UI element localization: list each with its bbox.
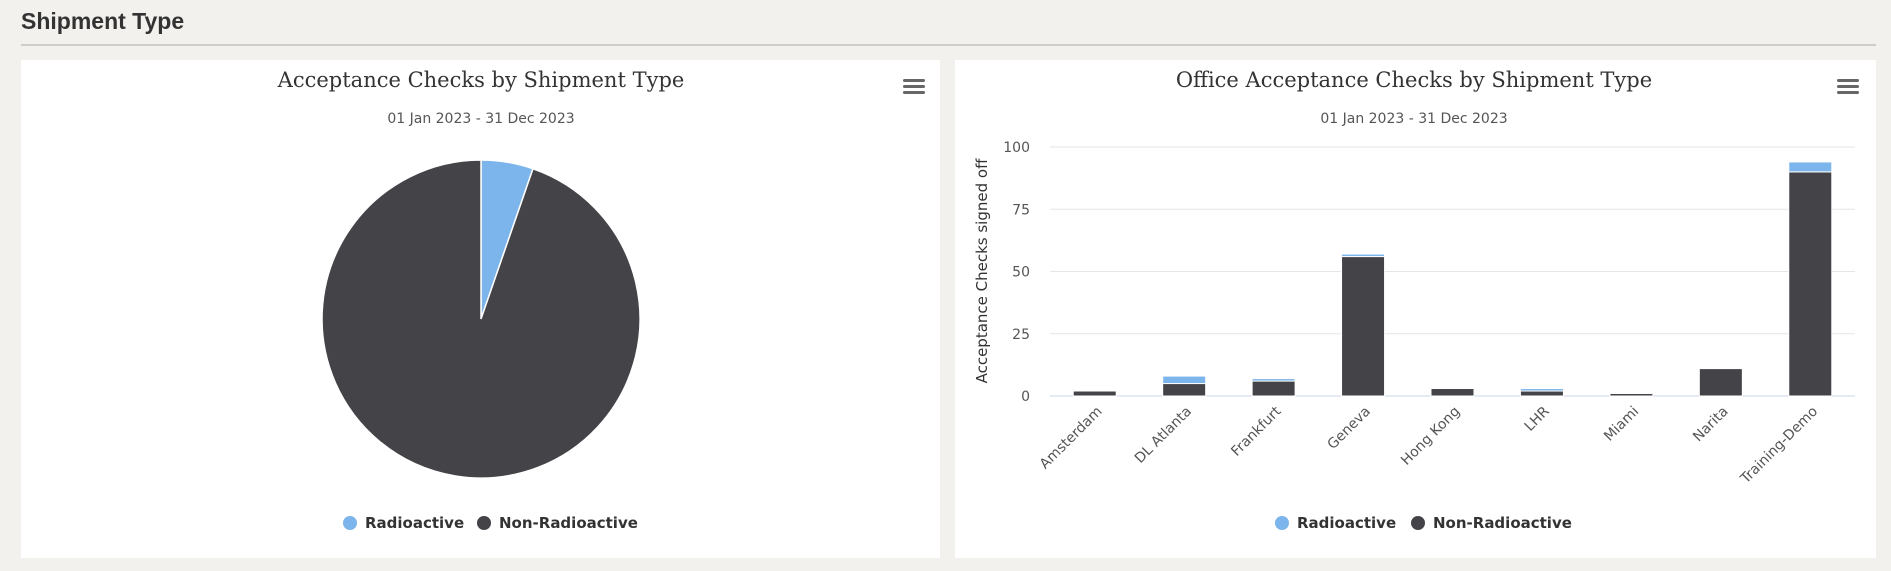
pie-chart: Acceptance Checks by Shipment Type 01 Ja… (277, 68, 925, 532)
bar-non-radioactive-frankfurt[interactable] (1251, 380, 1296, 397)
section-divider (21, 44, 1876, 46)
bar-legend: Radioactive Non-Radioactive (1275, 514, 1572, 532)
bar-radioactive-geneva[interactable] (1341, 253, 1386, 258)
legend-item-non-radioactive[interactable]: Non-Radioactive (477, 514, 638, 532)
pie-chart-panel: Acceptance Checks by Shipment Type 01 Ja… (21, 60, 940, 558)
x-tick-label: Miami (1601, 404, 1642, 445)
chart-subtitle: 01 Jan 2023 - 31 Dec 2023 (1320, 111, 1507, 127)
hamburger-menu-icon (1837, 79, 1859, 94)
bar-non-radioactive-geneva[interactable] (1341, 256, 1386, 397)
y-tick-label: 75 (1012, 202, 1030, 218)
x-tick-label: Hong Kong (1398, 404, 1463, 469)
legend-item-radioactive[interactable]: Radioactive (343, 514, 464, 532)
x-tick-labels: Amsterdam DL Atlanta Frankfurt Geneva Hong K… (1037, 403, 1821, 487)
chart-menu-button[interactable] (1837, 79, 1859, 94)
bar-radioactive-dl-atlanta[interactable] (1162, 375, 1207, 385)
x-tick-label: Narita (1690, 404, 1732, 446)
bar-non-radioactive-narita[interactable] (1698, 368, 1743, 397)
y-tick-label: 100 (1003, 140, 1030, 156)
bar-non-radioactive-hong-kong[interactable] (1430, 388, 1475, 397)
legend-label: Non-Radioactive (499, 514, 638, 532)
bar-chart: Office Acceptance Checks by Shipment Typ… (973, 68, 1859, 532)
section-title: Shipment Type (21, 8, 185, 34)
bar-non-radioactive-miami[interactable] (1609, 393, 1654, 397)
y-tick-labels: 0 25 50 75 100 (1003, 140, 1030, 405)
bar-radioactive-frankfurt[interactable] (1251, 378, 1296, 382)
x-tick-label: LHR (1522, 403, 1553, 434)
legend-item-radioactive[interactable]: Radioactive (1275, 514, 1396, 532)
x-tick-label: Amsterdam (1037, 404, 1106, 473)
bar-non-radioactive-training-demo[interactable] (1788, 171, 1833, 397)
y-axis-label: Acceptance Checks signed off (973, 158, 991, 383)
y-gridlines (1050, 146, 1855, 397)
hamburger-menu-icon (903, 79, 925, 94)
y-tick-label: 50 (1012, 265, 1030, 281)
x-tick-label: Training-Demo (1737, 404, 1821, 488)
y-tick-label: 25 (1012, 327, 1030, 343)
bar-non-radioactive-amsterdam[interactable] (1072, 390, 1117, 397)
legend-label: Radioactive (1297, 514, 1396, 532)
bar-non-radioactive-dl-atlanta[interactable] (1162, 383, 1207, 397)
chart-title: Acceptance Checks by Shipment Type (277, 68, 685, 92)
bar-non-radioactive-lhr[interactable] (1519, 390, 1564, 397)
pie-plot (321, 159, 641, 479)
pie-slice-non-radioactive[interactable] (321, 159, 641, 479)
x-tick-label: Geneva (1325, 404, 1374, 453)
x-tick-label: DL Atlanta (1132, 404, 1195, 467)
chart-title: Office Acceptance Checks by Shipment Typ… (1176, 68, 1652, 92)
bar-radioactive-lhr[interactable] (1519, 388, 1564, 392)
y-tick-label: 0 (1021, 389, 1030, 405)
chart-subtitle: 01 Jan 2023 - 31 Dec 2023 (387, 111, 574, 127)
legend-label: Non-Radioactive (1433, 514, 1572, 532)
bar-radioactive-training-demo[interactable] (1788, 161, 1833, 173)
bar-chart-panel: Office Acceptance Checks by Shipment Typ… (955, 60, 1876, 558)
bar-plot (1072, 161, 1833, 397)
legend-item-non-radioactive[interactable]: Non-Radioactive (1411, 514, 1572, 532)
legend-label: Radioactive (365, 514, 464, 532)
chart-menu-button[interactable] (903, 79, 925, 94)
x-tick-label: Frankfurt (1228, 403, 1285, 460)
pie-legend: Radioactive Non-Radioactive (343, 514, 638, 532)
